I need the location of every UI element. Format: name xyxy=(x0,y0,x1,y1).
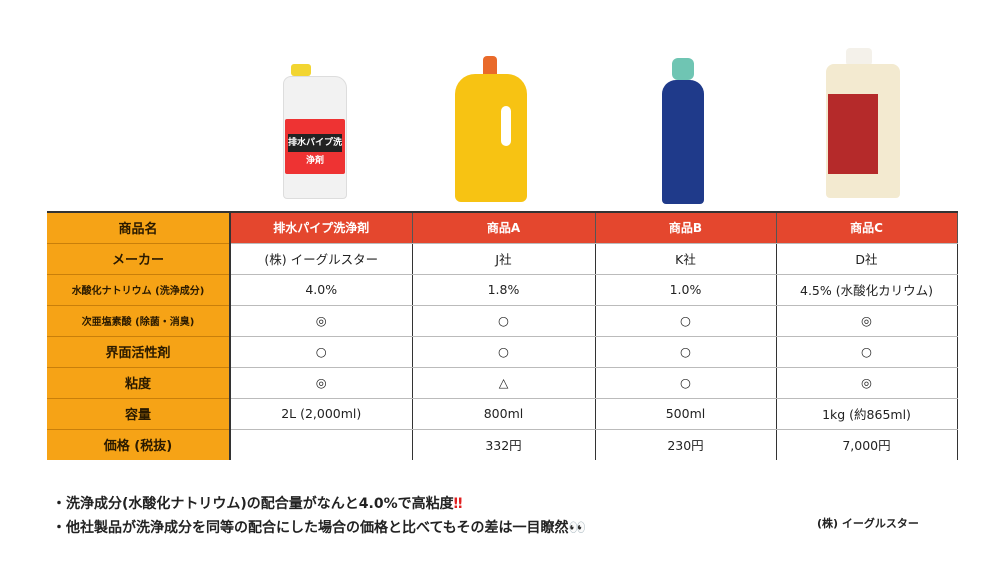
table-row: 粘度 ◎ △ ○ ◎ xyxy=(47,367,958,399)
product-image-b xyxy=(658,58,708,204)
note-line: ・洗浄成分(水酸化ナトリウム)の配合量がなんと4.0%で高粘度‼ xyxy=(52,492,586,516)
note-text: ・洗浄成分(水酸化ナトリウム)の配合量がなんと4.0%で高粘度 xyxy=(52,496,454,512)
header-product: 商品A xyxy=(412,211,596,244)
product-image-a xyxy=(455,56,527,202)
row-label: 粘度 xyxy=(47,367,231,399)
table-row: 容量 2L (2,000ml) 800ml 500ml 1kg (約865ml) xyxy=(47,398,958,430)
cell: ○ xyxy=(595,367,777,399)
cell: J社 xyxy=(412,243,596,275)
header-product: 商品C xyxy=(776,211,958,244)
cell: ○ xyxy=(230,336,413,368)
note-line: ・他社製品が洗浄成分を同等の配合にした場合の価格と比べてもその差は一目瞭然👀 xyxy=(52,516,586,540)
cell: 4.5% (水酸化カリウム) xyxy=(776,274,958,306)
header-label: 商品名 xyxy=(47,211,231,244)
exclamation-icon: ‼ xyxy=(453,496,463,512)
cell: 500ml xyxy=(595,398,777,430)
header-product: 排水パイプ洗浄剤 xyxy=(230,211,413,244)
row-label: 水酸化ナトリウム (洗浄成分) xyxy=(47,274,231,306)
cell: 332円 xyxy=(412,429,596,460)
product-image-eaglestar: 排水パイプ洗浄剤 xyxy=(283,64,347,199)
cell xyxy=(230,429,413,460)
eyes-icon: 👀 xyxy=(568,520,586,536)
cell: 7,000円 xyxy=(776,429,958,460)
notes: ・洗浄成分(水酸化ナトリウム)の配合量がなんと4.0%で高粘度‼ ・他社製品が洗… xyxy=(52,492,586,540)
cell: (株) イーグルスター xyxy=(230,243,413,275)
header-product: 商品B xyxy=(595,211,777,244)
cell: ◎ xyxy=(776,367,958,399)
cell: 1.0% xyxy=(595,274,777,306)
cell: 1kg (約865ml) xyxy=(776,398,958,430)
note-text: ・他社製品が洗浄成分を同等の配合にした場合の価格と比べてもその差は一目瞭然 xyxy=(52,520,569,536)
cell: ◎ xyxy=(776,305,958,337)
cell: ○ xyxy=(595,305,777,337)
cell: K社 xyxy=(595,243,777,275)
table-row: 水酸化ナトリウム (洗浄成分) 4.0% 1.8% 1.0% 4.5% (水酸化… xyxy=(47,274,958,306)
table-row: 界面活性剤 ○ ○ ○ ○ xyxy=(47,336,958,368)
cell: ○ xyxy=(595,336,777,368)
cell: 1.8% xyxy=(412,274,596,306)
cell: ○ xyxy=(776,336,958,368)
product-image-c xyxy=(826,48,900,198)
table-row: 価格 (税抜) 332円 230円 7,000円 xyxy=(47,429,958,460)
row-label: 界面活性剤 xyxy=(47,336,231,368)
cell: △ xyxy=(412,367,596,399)
comparison-table: 商品名 排水パイプ洗浄剤 商品A 商品B 商品C メーカー (株) イーグルスタ… xyxy=(47,211,958,460)
row-label: メーカー xyxy=(47,243,231,275)
row-label: 価格 (税抜) xyxy=(47,429,231,460)
cell: ◎ xyxy=(230,305,413,337)
company-name: (株) イーグルスター xyxy=(817,517,919,530)
cell: 2L (2,000ml) xyxy=(230,398,413,430)
cell: ○ xyxy=(412,305,596,337)
table-header-row: 商品名 排水パイプ洗浄剤 商品A 商品B 商品C xyxy=(47,211,958,244)
top-band xyxy=(0,0,1007,48)
row-label: 次亜塩素酸 (除菌・消臭) xyxy=(47,305,231,337)
cell: 4.0% xyxy=(230,274,413,306)
cell: ○ xyxy=(412,336,596,368)
table-row: メーカー (株) イーグルスター J社 K社 D社 xyxy=(47,243,958,275)
row-label: 容量 xyxy=(47,398,231,430)
cell: ◎ xyxy=(230,367,413,399)
cell: 800ml xyxy=(412,398,596,430)
table-row: 次亜塩素酸 (除菌・消臭) ◎ ○ ○ ◎ xyxy=(47,305,958,337)
cell: 230円 xyxy=(595,429,777,460)
cell: D社 xyxy=(776,243,958,275)
